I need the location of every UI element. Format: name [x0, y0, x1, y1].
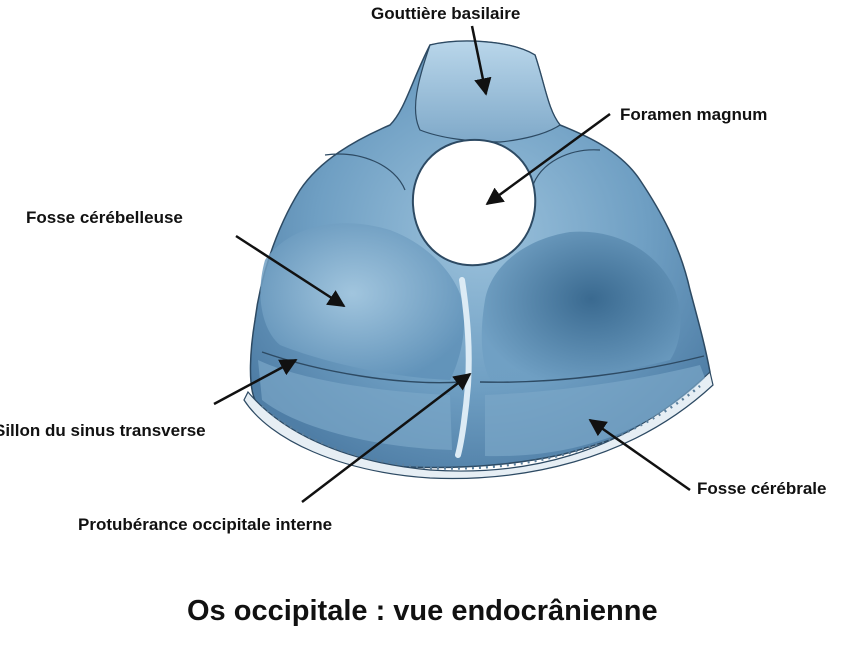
arrow-sillon-sinus-transverse [213, 358, 298, 406]
bone-rim [243, 370, 714, 480]
arrow-gouttiere-basilaire [470, 25, 492, 96]
transverse-sinus-groove-left [261, 351, 463, 384]
bone-rim-dots [261, 385, 701, 470]
label-protuberance-occipitale-interne: Protubérance occipitale interne [78, 515, 333, 534]
basilar-part [414, 40, 561, 143]
foramen-magnum [411, 138, 537, 267]
left-cerebellar-fossa [260, 223, 465, 380]
label-fosse-cerebelleuse: Fosse cérébelleuse [26, 208, 183, 227]
right-condyle-ridge [531, 149, 601, 189]
transverse-sinus-groove-right [479, 355, 705, 383]
arrow-fosse-cerebrale [588, 418, 691, 492]
label-sillon-sinus-transverse: Sillon du sinus transverse [0, 421, 206, 440]
right-cerebellar-fossa [481, 231, 681, 382]
label-fosse-cerebrale: Fosse cérébrale [697, 479, 827, 498]
right-cerebral-fossa [485, 365, 705, 457]
arrow-protuberance-occipitale-interne [301, 372, 472, 503]
left-cerebral-fossa [258, 360, 452, 450]
arrow-fosse-cerebelleuse [235, 234, 346, 308]
label-gouttiere-basilaire: Gouttière basilaire [371, 4, 521, 23]
left-condyle-ridge [324, 153, 406, 191]
arrow-foramen-magnum [485, 112, 611, 206]
figure-title: Os occipitale : vue endocrânienne [187, 595, 658, 627]
label-foramen-magnum: Foramen magnum [620, 105, 768, 124]
